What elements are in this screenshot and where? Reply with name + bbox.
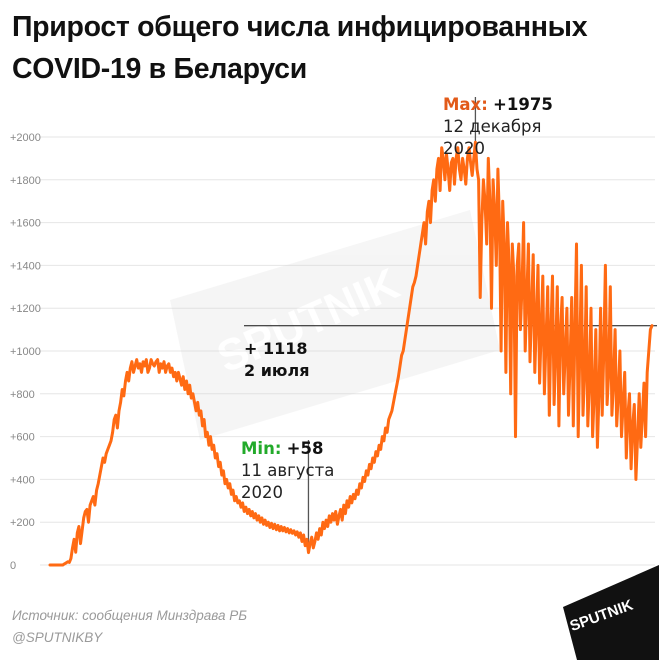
max-year: 2020 [443,139,485,158]
y-tick-label: +1000 [10,346,41,358]
source-note: Источник: сообщения Минздрава РБ [12,608,248,623]
y-tick-label: +1200 [10,303,41,315]
y-tick-label: +800 [10,389,35,401]
reference-date: 2 июля [244,361,310,380]
max-annotation: Max: +1975 12 декабря 2020 [443,94,553,160]
sputnik-watermark: SPUTNIK [170,210,500,440]
min-date: 11 августа [241,461,335,480]
y-axis: 0 +200 +400 +600 +800 +1000 +1200 +1400 +1600 +18… [10,132,41,572]
min-label: Min: [241,439,282,458]
social-handle: @SPUTNIKBY [12,630,103,645]
y-tick-label: +1800 [10,175,41,187]
max-date: 12 декабря [443,117,542,136]
max-value: +1975 [493,95,553,114]
y-tick-label: +600 [10,432,35,444]
min-year: 2020 [241,483,283,502]
min-annotation: Min: +58 11 августа 2020 [241,438,334,504]
page-title: Прирост общего числа инфицированных COVI… [12,11,588,85]
y-tick-label: +1400 [10,260,41,272]
reference-value: + 1118 [244,339,308,358]
y-tick-label: +400 [10,474,35,486]
max-label: Max: [443,95,488,114]
y-tick-label: +200 [10,517,35,529]
y-tick-label: 0 [10,560,16,572]
min-value: +58 [286,439,324,458]
y-tick-label: +1600 [10,218,41,230]
series-line [48,140,654,567]
reference-annotation: + 1118 2 июля [244,338,309,382]
y-tick-label: +2000 [10,132,41,144]
sputnik-logo: SPUTNIK [563,565,659,660]
